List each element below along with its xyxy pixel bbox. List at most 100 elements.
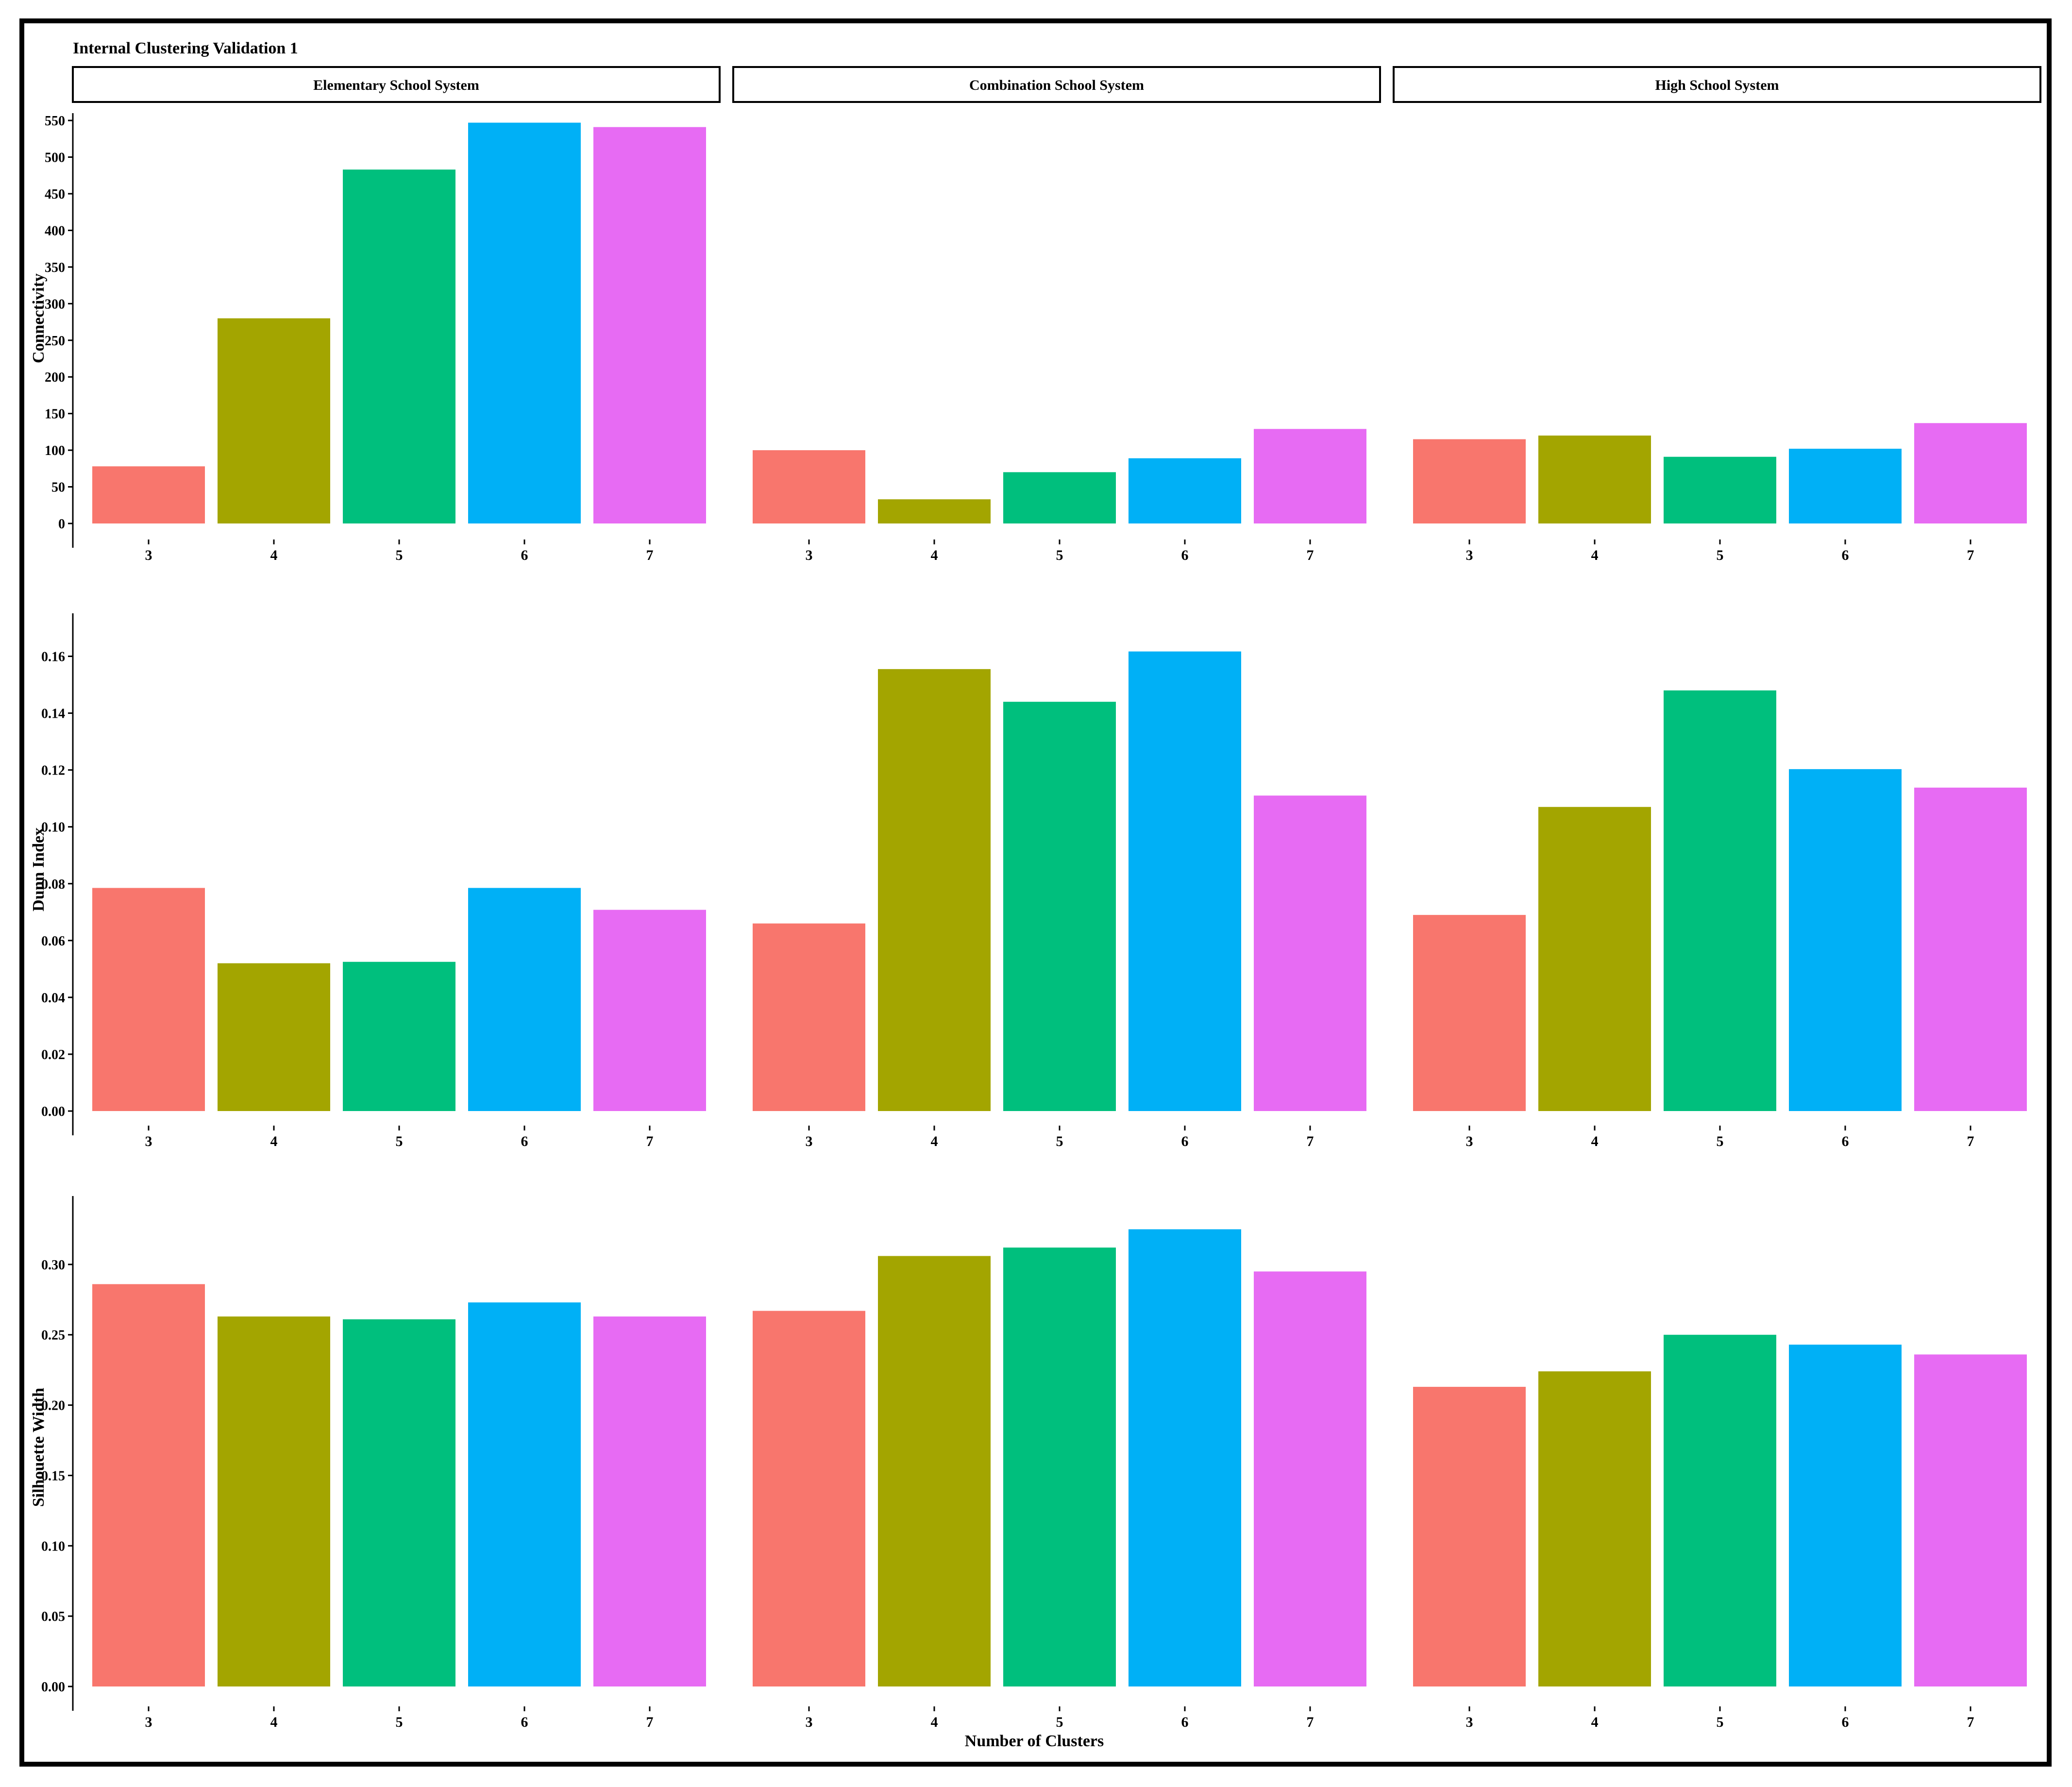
bar bbox=[343, 961, 455, 1111]
bar bbox=[1789, 769, 1902, 1111]
bar bbox=[753, 923, 865, 1111]
x-tick-label: 7 bbox=[646, 1133, 654, 1149]
y-tick-label: 50 bbox=[51, 480, 65, 495]
bar bbox=[1664, 1334, 1776, 1686]
x-tick-label: 4 bbox=[270, 1714, 278, 1730]
y-tick-label: 0 bbox=[58, 517, 65, 532]
y-tick-label: 500 bbox=[45, 151, 65, 166]
y-tick-label: 100 bbox=[45, 443, 65, 458]
bar bbox=[1789, 449, 1902, 523]
row-3: 0.00 0.05 0.10 0.15 0.20 0.25 0.30 Silhouette W… bbox=[30, 1196, 2027, 1730]
bar bbox=[1538, 807, 1651, 1111]
bar bbox=[1664, 690, 1776, 1111]
bar bbox=[1003, 472, 1116, 523]
y-tick-label: 0.16 bbox=[41, 650, 65, 665]
bar bbox=[593, 1316, 706, 1686]
bar bbox=[1914, 423, 2027, 523]
x-tick-label: 7 bbox=[1967, 1133, 1974, 1149]
y-tick-label: 0.30 bbox=[41, 1258, 65, 1273]
bar bbox=[1413, 915, 1526, 1111]
x-tick-label: 3 bbox=[145, 547, 152, 563]
x-tick-label: 6 bbox=[1181, 1133, 1189, 1149]
y-tick-label: 0.04 bbox=[41, 991, 65, 1006]
x-tick-label: 7 bbox=[1307, 547, 1314, 563]
y-tick-label: 150 bbox=[45, 407, 65, 422]
y-tick-label: 0.14 bbox=[41, 707, 65, 722]
row-1: 0 50 100 150 200 250 300 350 400 450 500 550 Connect… bbox=[30, 113, 2027, 563]
x-tick-label: 4 bbox=[931, 1714, 938, 1730]
x-tick-label: 5 bbox=[1717, 1133, 1724, 1149]
bar bbox=[1254, 429, 1366, 523]
x-tick-label: 5 bbox=[396, 547, 403, 563]
x-tick-label: 6 bbox=[1842, 1714, 1849, 1730]
x-tick-label: 6 bbox=[521, 1133, 528, 1149]
facet-label: Combination School System bbox=[969, 77, 1144, 93]
x-tick-label: 3 bbox=[1466, 547, 1473, 563]
bar bbox=[92, 1284, 205, 1686]
x-tick-label: 3 bbox=[1466, 1714, 1473, 1730]
bar bbox=[1254, 795, 1366, 1111]
x-tick-label: 6 bbox=[1842, 1133, 1849, 1149]
bar bbox=[878, 1256, 991, 1686]
bar bbox=[878, 669, 991, 1111]
x-tick-label: 6 bbox=[1181, 1714, 1189, 1730]
bar bbox=[1914, 787, 2027, 1111]
y-tick-label: 0.02 bbox=[41, 1047, 65, 1062]
y-tick-label: 0.10 bbox=[41, 820, 65, 835]
x-tick-label: 5 bbox=[1056, 547, 1063, 563]
facet-strip bbox=[1393, 66, 2041, 103]
bar bbox=[468, 888, 581, 1111]
bar bbox=[468, 122, 581, 523]
y-tick-label: 0.25 bbox=[41, 1328, 65, 1343]
chart-title: Internal Clustering Validation 1 bbox=[73, 39, 298, 57]
bar bbox=[343, 1319, 455, 1686]
y-tick-label: 350 bbox=[45, 260, 65, 275]
x-tick-label: 5 bbox=[1717, 547, 1724, 563]
x-tick-label: 3 bbox=[145, 1714, 152, 1730]
y-axis-title: Dunn Index bbox=[30, 827, 48, 911]
bar bbox=[1003, 1248, 1116, 1686]
x-tick-label: 5 bbox=[1717, 1714, 1724, 1730]
y-tick-label: 0.08 bbox=[41, 877, 65, 892]
y-tick-label: 250 bbox=[45, 334, 65, 349]
y-tick-label: 0.15 bbox=[41, 1468, 65, 1484]
x-tick-label: 6 bbox=[521, 1714, 528, 1730]
bar bbox=[468, 1302, 581, 1686]
y-tick-label: 400 bbox=[45, 223, 65, 238]
x-tick-label: 7 bbox=[646, 547, 654, 563]
bar bbox=[1129, 1229, 1241, 1686]
bar bbox=[1914, 1354, 2027, 1686]
y-tick-label: 0.10 bbox=[41, 1539, 65, 1554]
x-tick-label: 6 bbox=[521, 547, 528, 563]
bar bbox=[753, 450, 865, 523]
bar bbox=[1538, 435, 1651, 523]
x-tick-label: 4 bbox=[270, 547, 278, 563]
x-tick-label: 7 bbox=[646, 1714, 654, 1730]
bar bbox=[343, 169, 455, 523]
x-tick-label: 5 bbox=[396, 1714, 403, 1730]
bar bbox=[218, 318, 330, 523]
facet-strip bbox=[732, 66, 1381, 103]
bar bbox=[92, 466, 205, 523]
facet-label: High School System bbox=[1655, 77, 1779, 93]
y-tick-label: 450 bbox=[45, 187, 65, 202]
y-tick-label: 0.05 bbox=[41, 1609, 65, 1624]
y-tick-label: 300 bbox=[45, 297, 65, 312]
x-tick-label: 3 bbox=[145, 1133, 152, 1149]
bar bbox=[1129, 651, 1241, 1111]
facet-strip bbox=[72, 66, 721, 103]
x-tick-label: 4 bbox=[1591, 547, 1599, 563]
x-tick-label: 6 bbox=[1181, 547, 1189, 563]
facet-label: Elementary School System bbox=[313, 77, 479, 93]
x-tick-label: 4 bbox=[931, 1133, 938, 1149]
bar bbox=[1538, 1371, 1651, 1686]
bar bbox=[92, 888, 205, 1111]
y-axis-title: Silhouette Width bbox=[30, 1388, 48, 1507]
y-tick-label: 0.00 bbox=[41, 1680, 65, 1695]
x-tick-label: 7 bbox=[1307, 1133, 1314, 1149]
x-tick-label: 5 bbox=[396, 1133, 403, 1149]
bar bbox=[1789, 1345, 1902, 1686]
y-axis-title: Connectivity bbox=[30, 273, 48, 363]
x-tick-label: 3 bbox=[806, 547, 813, 563]
bar bbox=[878, 499, 991, 523]
